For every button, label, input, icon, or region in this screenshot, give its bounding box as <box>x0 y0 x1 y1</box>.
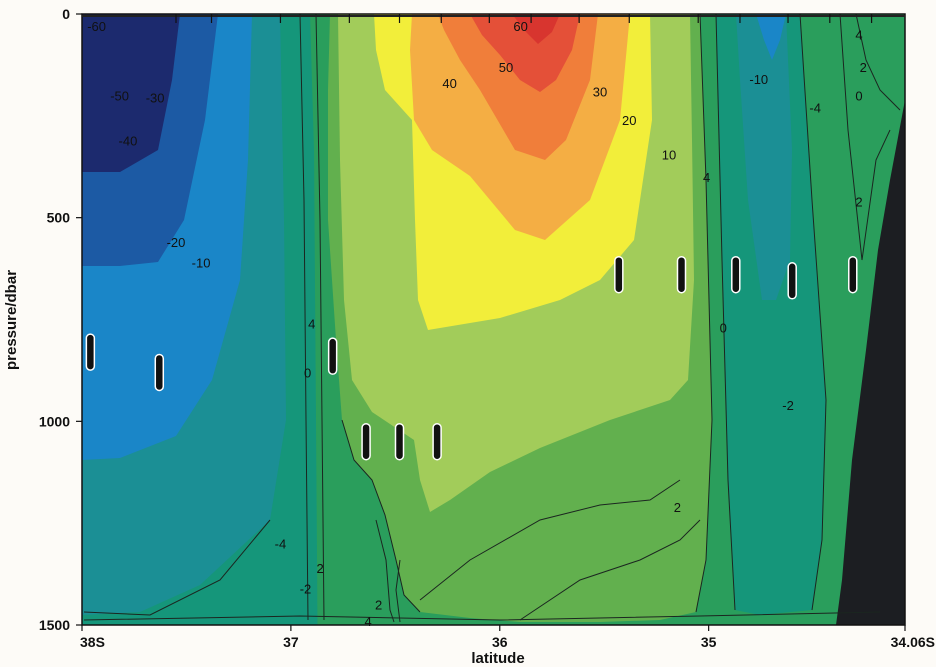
contour-line <box>715 14 736 611</box>
contour-label: -20 <box>167 235 186 250</box>
contour-label: -40 <box>119 133 138 148</box>
contour-line-layer <box>83 14 901 623</box>
contour-line <box>519 519 701 621</box>
contour-label: 4 <box>703 170 710 185</box>
band-east-neg4 <box>736 14 792 300</box>
y-tick-label: 1500 <box>39 617 70 633</box>
contour-label: -4 <box>809 101 821 116</box>
contour-label: -2 <box>782 398 794 413</box>
float-marker <box>676 255 687 294</box>
float-marker <box>614 255 624 294</box>
contour-label: 2 <box>674 500 681 515</box>
contour-label: 50 <box>499 60 513 75</box>
contour-line <box>315 14 325 621</box>
y-tick-label: 0 <box>62 6 70 22</box>
contour-label: 0 <box>855 88 862 103</box>
y-axis-ticks: 0 500 1000 1500 <box>39 6 82 633</box>
band-east-neg2 <box>716 14 826 615</box>
float-markers <box>85 255 858 461</box>
x-tick-label: 37 <box>283 634 299 650</box>
x-axis-ticks: 38S 37 36 35 34.06S <box>80 625 935 650</box>
y-axis-label: pressure/dbar <box>3 270 20 370</box>
float-marker <box>432 422 442 461</box>
contour-label: 0 <box>304 365 311 380</box>
x-axis-label: latitude <box>471 650 524 667</box>
contour-label: 4 <box>855 27 862 42</box>
contour-label: -50 <box>110 88 129 103</box>
float-marker <box>327 337 338 375</box>
contour-label: -10 <box>192 255 211 270</box>
contour-label: -60 <box>87 19 106 34</box>
contour-label: -30 <box>146 91 165 106</box>
contour-labels: -60-50 -30-40-20-10-4-2042246050403020104… <box>87 19 867 629</box>
float-marker <box>154 353 165 392</box>
contour-line <box>419 479 681 601</box>
x-tick-label: 38S <box>80 634 105 650</box>
x-tick-label: 34.06S <box>891 634 935 650</box>
band-gt-60 <box>512 14 560 44</box>
float-marker <box>731 255 741 294</box>
contour-line <box>855 14 901 111</box>
contour-label: -4 <box>275 537 287 552</box>
contour-line <box>341 419 421 613</box>
contour-label: 2 <box>317 561 324 576</box>
y-tick-label: 500 <box>47 210 71 226</box>
contour-line <box>839 14 891 261</box>
float-marker <box>787 262 797 300</box>
contour-line <box>695 14 713 613</box>
band-50-60 <box>470 14 580 92</box>
contour-label: 4 <box>308 317 315 332</box>
contour-fill-layer <box>82 14 905 625</box>
x-tick-label: 36 <box>492 634 508 650</box>
x-tick-label: 35 <box>701 634 717 650</box>
contour-label: 2 <box>860 60 867 75</box>
contour-label: 40 <box>442 76 456 91</box>
contour-label: -2 <box>300 581 312 596</box>
float-marker <box>361 422 371 461</box>
contour-label: -10 <box>749 72 768 87</box>
contour-label: 2 <box>855 194 862 209</box>
contour-line <box>375 519 395 623</box>
float-marker <box>85 333 96 371</box>
contour-label: 60 <box>513 19 527 34</box>
contour-line <box>395 559 401 623</box>
contour-label: 4 <box>365 614 372 629</box>
contour-label: 0 <box>720 321 727 336</box>
contour-line <box>299 14 309 621</box>
band-east-neg10 <box>756 14 786 60</box>
contour-line <box>83 519 271 616</box>
bottom-topography <box>836 100 905 625</box>
float-marker <box>394 422 405 461</box>
band-lt-neg40 <box>82 14 180 172</box>
contour-label: 10 <box>662 148 676 163</box>
float-marker <box>848 255 858 294</box>
contour-label: 2 <box>375 598 382 613</box>
y-tick-label: 1000 <box>39 413 70 429</box>
contour-label: 30 <box>593 84 607 99</box>
contour-label: 20 <box>622 113 636 128</box>
contour-line <box>83 611 881 621</box>
contour-line <box>799 14 827 611</box>
top-ticks <box>175 14 873 23</box>
plot-frame <box>81 13 906 626</box>
